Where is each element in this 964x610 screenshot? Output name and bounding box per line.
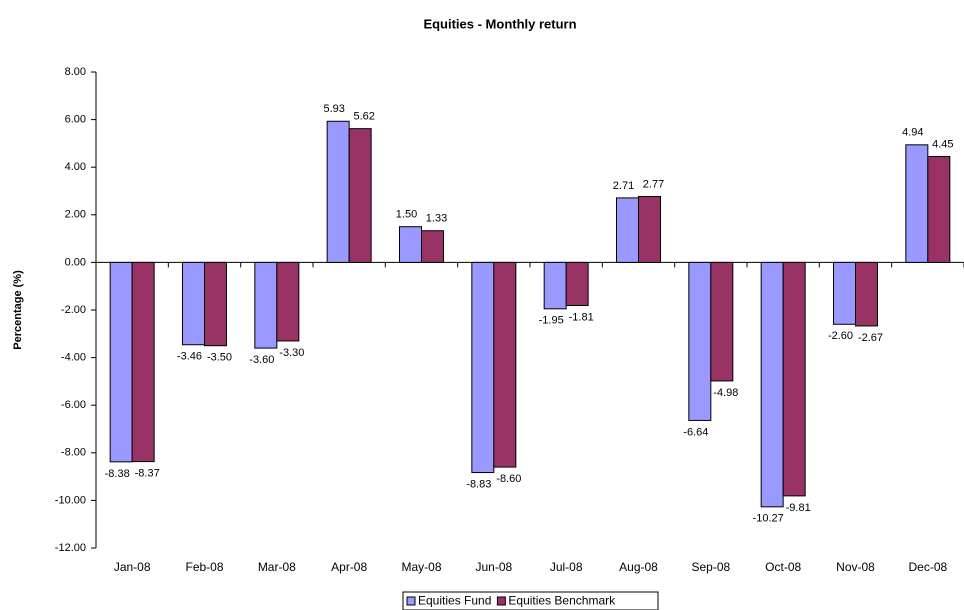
bar xyxy=(421,230,444,263)
y-tick-label: 6.00 xyxy=(65,114,86,126)
legend-swatch xyxy=(496,596,506,606)
bar xyxy=(782,261,806,497)
y-tick-label: -10.00 xyxy=(55,494,86,506)
bar xyxy=(638,195,661,263)
y-tick-label: 4.00 xyxy=(65,161,86,173)
data-label: 4.94 xyxy=(902,127,923,139)
data-label: -2.67 xyxy=(858,332,883,344)
bar xyxy=(710,261,734,382)
bar xyxy=(616,197,639,263)
bar xyxy=(131,261,155,463)
data-label: 5.62 xyxy=(353,111,374,123)
y-tick-label: -8.00 xyxy=(61,447,86,459)
bar xyxy=(471,261,495,474)
data-label: 2.71 xyxy=(613,180,634,192)
bar xyxy=(254,261,278,349)
x-tick-label: Mar-08 xyxy=(258,560,296,574)
x-tick-label: Sep-08 xyxy=(691,560,730,574)
bar xyxy=(109,261,133,463)
data-label: -8.83 xyxy=(466,478,491,490)
y-tick-label: 8.00 xyxy=(65,66,86,78)
bar xyxy=(760,261,784,508)
bar xyxy=(493,261,517,468)
y-tick-label: 2.00 xyxy=(65,209,86,221)
bar xyxy=(565,261,589,306)
y-tick-label: -4.00 xyxy=(61,352,86,364)
legend-swatch xyxy=(406,596,416,606)
x-tick-label: Dec-08 xyxy=(908,560,947,574)
bar xyxy=(688,261,712,421)
data-label: -10.27 xyxy=(753,513,784,525)
x-tick-label: Feb-08 xyxy=(185,560,223,574)
data-label: -1.81 xyxy=(569,311,594,323)
bar xyxy=(543,261,567,310)
data-label: 1.33 xyxy=(426,213,447,225)
data-label: -8.60 xyxy=(496,473,521,485)
data-label: -6.64 xyxy=(683,426,708,438)
bar xyxy=(833,261,856,325)
y-axis-label: Percentage (%) xyxy=(12,270,24,350)
x-tick-label: Nov-08 xyxy=(836,560,875,574)
data-label: -2.60 xyxy=(828,330,853,342)
data-label: -3.60 xyxy=(249,354,274,366)
x-tick-label: May-08 xyxy=(401,560,441,574)
y-tick-label: 0.00 xyxy=(65,256,86,268)
bar xyxy=(276,261,300,342)
data-label: 5.93 xyxy=(323,103,344,115)
y-tick-label: -12.00 xyxy=(55,542,86,554)
y-tick-label: -6.00 xyxy=(61,399,86,411)
bar xyxy=(204,261,227,347)
x-tick-label: Aug-08 xyxy=(619,560,658,574)
data-label: -9.81 xyxy=(786,502,811,514)
x-tick-label: Oct-08 xyxy=(765,560,801,574)
x-tick-label: Apr-08 xyxy=(331,560,367,574)
data-label: 2.77 xyxy=(643,178,664,190)
legend-label: Equities Fund xyxy=(418,594,491,608)
y-tick-label: -2.00 xyxy=(61,304,86,316)
data-label: -3.50 xyxy=(207,352,232,364)
bar xyxy=(348,128,372,263)
chart-title: Equities - Monthly return xyxy=(423,16,576,31)
bar xyxy=(855,261,878,327)
x-tick-label: Jul-08 xyxy=(550,560,583,574)
data-label: -1.95 xyxy=(539,315,564,327)
x-tick-label: Jun-08 xyxy=(475,560,512,574)
bar xyxy=(927,155,951,263)
data-label: -8.37 xyxy=(135,468,160,480)
legend-label: Equities Benchmark xyxy=(508,594,616,608)
legend-box xyxy=(402,591,659,610)
data-label: 1.50 xyxy=(396,209,417,221)
data-label: -3.46 xyxy=(177,351,202,363)
bar xyxy=(399,226,422,263)
bar xyxy=(905,144,929,263)
data-label: -4.98 xyxy=(713,387,738,399)
data-label: -3.30 xyxy=(279,347,304,359)
x-tick-label: Jan-08 xyxy=(114,560,151,574)
bar xyxy=(182,261,205,346)
bar xyxy=(326,120,350,263)
data-label: -8.38 xyxy=(105,468,130,480)
data-label: 4.45 xyxy=(932,138,953,150)
